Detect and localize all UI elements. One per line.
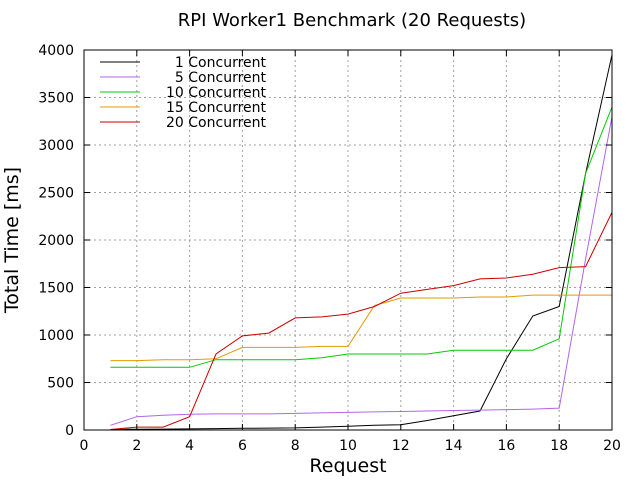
x-tick-label: 12 <box>392 438 410 454</box>
y-tick-label: 1500 <box>38 281 74 297</box>
chart-title: RPI Worker1 Benchmark (20 Requests) <box>178 10 526 31</box>
y-tick-label: 1000 <box>38 328 74 344</box>
x-axis-label: Request <box>309 455 386 477</box>
x-tick-label: 20 <box>603 438 621 454</box>
x-tick-label: 2 <box>132 438 141 454</box>
y-tick-label: 2000 <box>38 233 74 249</box>
y-tick-label: 3500 <box>38 91 74 107</box>
series-line-1-concurrent <box>110 54 613 430</box>
series-line-15-concurrent <box>110 294 612 362</box>
y-tick-label: 4000 <box>38 43 74 59</box>
legend-label-15-concurrent: 15 Concurrent <box>166 100 266 116</box>
y-tick-label: 3000 <box>38 138 74 154</box>
x-tick-label: 4 <box>185 438 194 454</box>
x-tick-label: 14 <box>445 438 463 454</box>
x-tick-label: 6 <box>238 438 247 454</box>
legend-label-20-concurrent: 20 Concurrent <box>166 115 266 131</box>
y-tick-label: 2500 <box>38 186 74 202</box>
y-tick-label: 500 <box>47 376 74 392</box>
series-lines <box>110 54 613 430</box>
series-line-20-concurrent <box>110 212 613 430</box>
x-tick-label: 10 <box>339 438 357 454</box>
series-line-5-concurrent <box>110 116 613 426</box>
legend-label-5-concurrent: 5 Concurrent <box>175 70 267 86</box>
legend-label-1-concurrent: 1 Concurrent <box>175 55 267 71</box>
x-tick-label: 0 <box>80 438 89 454</box>
legend-label-10-concurrent: 10 Concurrent <box>166 85 266 101</box>
x-tick-label: 8 <box>291 438 300 454</box>
y-tick-label: 0 <box>65 423 74 439</box>
x-tick-label: 18 <box>550 438 568 454</box>
y-axis-label: Total Time [ms] <box>1 167 23 314</box>
x-tick-label: 16 <box>497 438 515 454</box>
series-line-10-concurrent <box>110 106 613 368</box>
axis-ticks: 0 2 4 6 8 10 12 14 16 18 20 0 500 1000 1500 2000 2500 300… <box>38 43 621 454</box>
grid-lines <box>84 50 612 430</box>
